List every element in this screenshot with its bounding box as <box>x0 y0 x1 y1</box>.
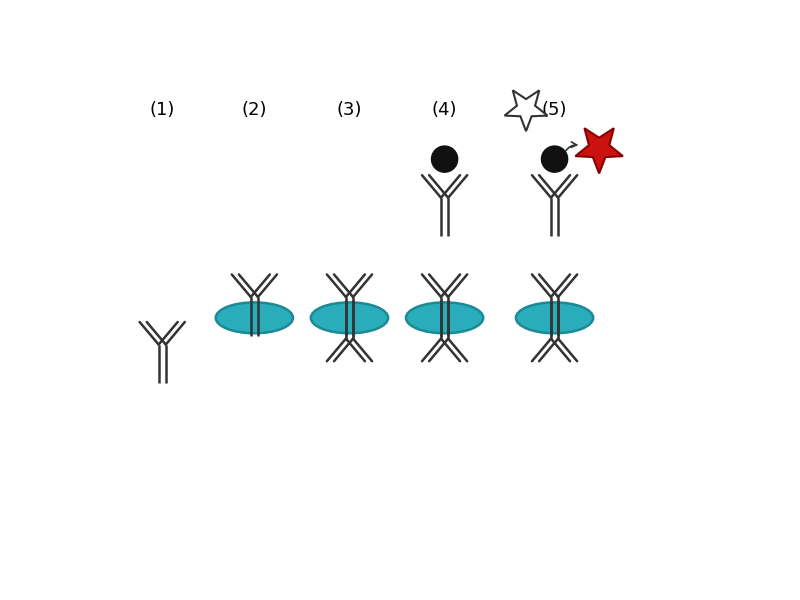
Ellipse shape <box>216 302 293 333</box>
Polygon shape <box>505 91 547 131</box>
Text: (5): (5) <box>542 101 567 119</box>
Text: (2): (2) <box>242 101 267 119</box>
Polygon shape <box>575 128 623 173</box>
Circle shape <box>542 146 568 172</box>
Ellipse shape <box>516 302 593 333</box>
Text: (4): (4) <box>432 101 458 119</box>
Ellipse shape <box>311 302 388 333</box>
Text: (1): (1) <box>150 101 175 119</box>
Text: (3): (3) <box>337 101 362 119</box>
Ellipse shape <box>406 302 483 333</box>
Circle shape <box>431 146 458 172</box>
